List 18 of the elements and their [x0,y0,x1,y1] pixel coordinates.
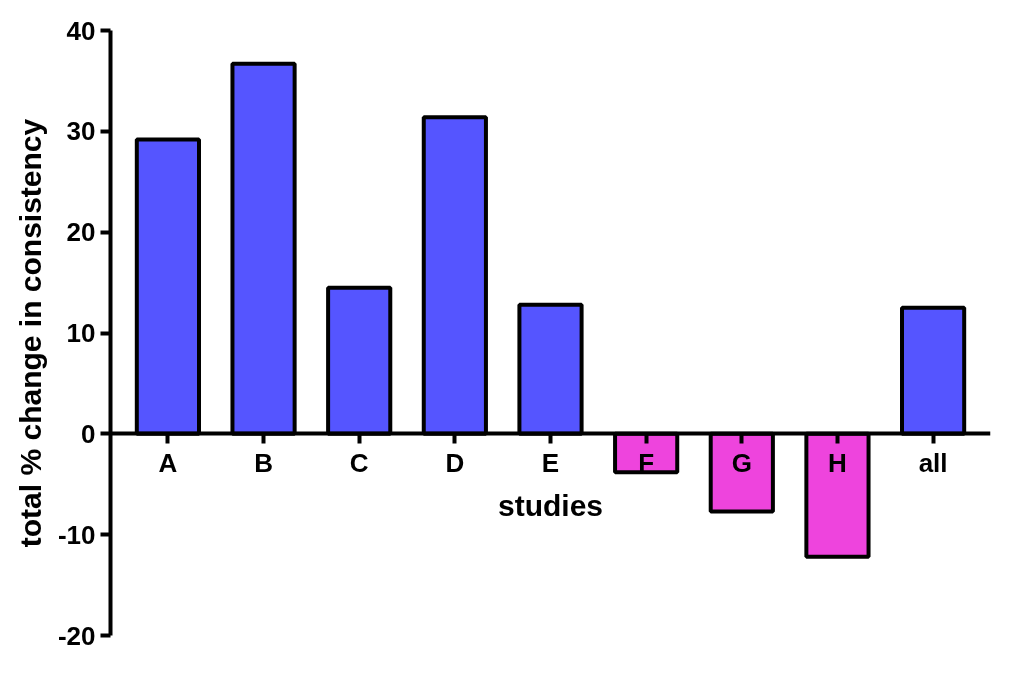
y-tick-label: 30 [66,116,96,147]
x-tick-label: A [158,447,178,478]
y-axis-title: total % change in consistency [13,118,47,548]
x-tick-label: D [445,447,465,478]
x-tick-label: B [254,447,273,478]
x-tick-label: E [541,447,560,478]
y-tick-label: -20 [57,620,96,651]
y-tick-label: 20 [66,217,96,248]
x-tick-label: G [731,447,752,478]
x-axis-title: studies [497,488,604,522]
y-tick-label: 10 [66,318,96,348]
y-tick-label: 40 [66,15,96,46]
x-tick-label: C [349,447,369,478]
y-tick-label: 0 [81,418,96,449]
x-tick-label: all [918,447,948,478]
x-tick-label: H [828,447,847,478]
x-tick-label: F [638,447,655,478]
y-tick-label: -10 [57,519,96,550]
